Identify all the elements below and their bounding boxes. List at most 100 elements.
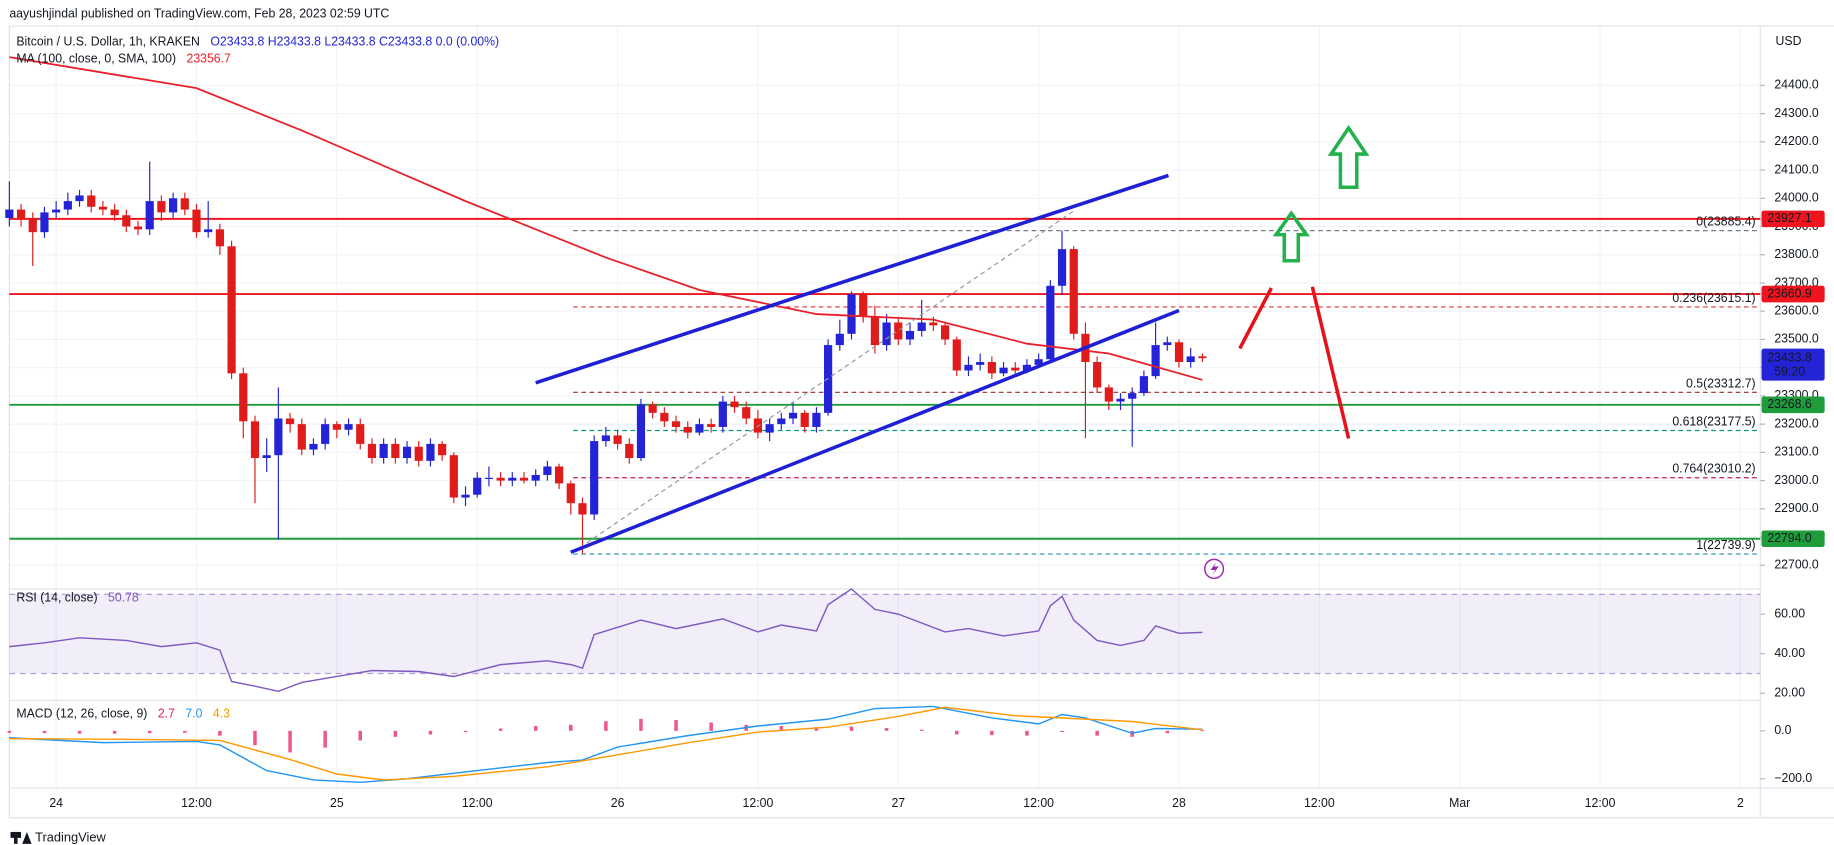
candle-body (122, 215, 131, 227)
level-tag-label: 23927.1 (1767, 211, 1812, 225)
candle-body (28, 218, 37, 233)
candle-body (227, 246, 236, 374)
y-tick-label: 23000.0 (1774, 473, 1819, 487)
candle-body (484, 477, 494, 479)
candle-body (952, 339, 961, 371)
rsi-title: RSI (14, close) (16, 591, 97, 605)
channel-lower (570, 308, 1180, 554)
rsi-tick-label: 20.00 (1774, 686, 1805, 700)
level-tag (1761, 210, 1825, 228)
candle-body (894, 322, 903, 340)
candle-body (1093, 362, 1102, 388)
candle-body (1069, 249, 1078, 334)
fib-label: 0.5(23312.7) (1686, 376, 1756, 390)
x-tick-label: 12:00 (181, 796, 212, 810)
candle-body (660, 412, 669, 422)
y-tick-label: 23200.0 (1774, 416, 1819, 430)
candle-body (870, 316, 879, 346)
candle-body (882, 322, 891, 346)
macd-histogram-bar (1060, 730, 1064, 733)
y-tick-label: 24400.0 (1774, 78, 1819, 92)
y-tick-label: 23600.0 (1774, 303, 1819, 317)
candle-body (566, 483, 575, 504)
candle-body (742, 407, 751, 419)
candle-body (671, 421, 681, 427)
x-tick-label: 12:00 (1304, 796, 1335, 810)
candle-body (625, 443, 634, 459)
candle-body (929, 322, 938, 326)
fib-label: 0.618(23177.5) (1672, 414, 1755, 428)
candle-body (1128, 393, 1137, 399)
macd-histogram-bar (393, 730, 398, 737)
macd-histogram-bar (814, 727, 819, 731)
macd-legend: MACD (12, 26, close, 9) 2.7 7.0 4.3 (16, 707, 230, 721)
level-tag (1761, 396, 1825, 414)
x-tick-label: 26 (611, 796, 625, 810)
x-tick-label: 25 (330, 796, 344, 810)
macd-histogram-bar (7, 730, 12, 733)
candle-body (1116, 398, 1125, 402)
candle-body (356, 424, 365, 444)
macd-histogram-bar (849, 726, 854, 731)
macd-histogram-bar (709, 722, 713, 731)
x-tick-label: 12:00 (743, 796, 774, 810)
candle-body (1034, 359, 1043, 365)
candle-body (239, 373, 248, 422)
candle-body (262, 455, 271, 459)
macd-hist-value: 2.7 (158, 707, 175, 721)
candle-body (964, 364, 973, 371)
candle-body (110, 209, 119, 216)
candle-body (402, 446, 412, 459)
candle-body (917, 322, 926, 331)
candle-body (75, 195, 84, 202)
y-tick-label: 24300.0 (1774, 106, 1819, 120)
macd-histogram-bar (990, 730, 994, 736)
x-tick-label: 12:00 (462, 796, 493, 810)
candle-body (777, 418, 786, 425)
candle-body (367, 443, 377, 459)
candle-body (344, 424, 353, 430)
candle-body (976, 362, 985, 365)
candle-body (332, 424, 341, 430)
macd-histogram-bar (604, 721, 608, 731)
candle-body (309, 443, 318, 450)
y-tick-label: 24000.0 (1774, 191, 1819, 205)
ohlc: O23433.8 H23433.8 L23433.8 C23433.8 0.0 … (210, 35, 499, 49)
macd-histogram-bar (919, 729, 924, 731)
x-tick-label: Mar (1449, 796, 1470, 810)
macd-histogram-bar (218, 730, 222, 736)
candle-body (1151, 345, 1160, 377)
y-tick-label: 24100.0 (1774, 162, 1819, 176)
candle-body (133, 226, 143, 230)
x-tick-label: 27 (891, 796, 905, 810)
rsi-tick-label: 40.00 (1774, 646, 1805, 660)
candle-body (98, 206, 108, 210)
candle-body (519, 477, 529, 481)
candle-body (5, 209, 14, 219)
rsi-legend: RSI (14, close) 50.78 (16, 591, 138, 605)
symbol: Bitcoin / U.S. Dollar, 1h, KRAKEN (16, 35, 200, 49)
macd-histogram-bar (533, 726, 538, 731)
candle-body (999, 367, 1008, 374)
macd-histogram-bar (288, 730, 292, 753)
event-icon[interactable] (1204, 558, 1225, 580)
candle-body (157, 201, 166, 213)
candle-body (695, 424, 704, 433)
macd-histogram-bar (112, 730, 117, 734)
candle-body (1104, 387, 1113, 402)
fib-trend-line (572, 210, 1075, 553)
candle-body (40, 212, 49, 233)
candle-body (765, 424, 774, 433)
candle-body (636, 404, 646, 459)
macd-histogram-bar (955, 730, 959, 735)
macd-line-value: 7.0 (185, 707, 202, 721)
macd-histogram-bar (569, 724, 573, 731)
candle-body (601, 435, 610, 442)
footer-brand: TradingView (35, 829, 106, 844)
fib-label: 1(22739.9) (1696, 538, 1755, 552)
x-tick-label: 2 (1737, 796, 1744, 810)
y-tick-label: 24200.0 (1774, 134, 1819, 148)
macd-histogram-bar (147, 730, 152, 734)
candle-body (250, 421, 260, 459)
y-tick-label: 22700.0 (1774, 558, 1819, 572)
